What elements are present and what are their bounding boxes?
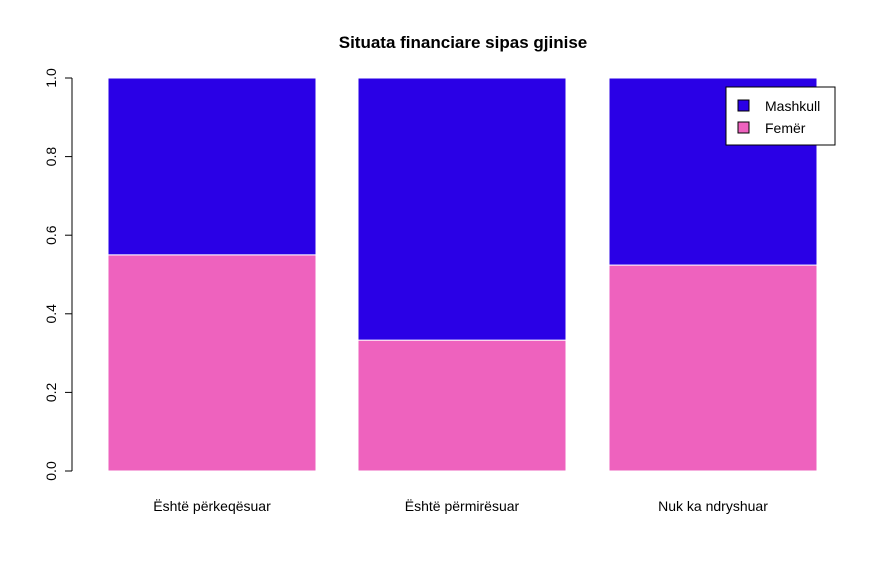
bar-segment-mashkull-0 (107, 77, 317, 256)
y-tick-label: 0.8 (43, 147, 59, 167)
category-label: Nuk ka ndryshuar (658, 498, 768, 514)
bar-segment-femr-0 (107, 254, 317, 472)
category-labels: Është përkeqësuar Është përmirësuar Nuk ka… (153, 498, 768, 514)
legend-box (725, 86, 836, 146)
legend-swatch-femer (737, 121, 750, 134)
y-tick-label: 0.4 (43, 304, 59, 324)
y-tick-label: 0.6 (43, 225, 59, 245)
y-tick-label: 1.0 (43, 68, 59, 88)
bars (107, 77, 818, 472)
legend-swatch-mashkull (737, 99, 750, 112)
chart-title: Situata financiare sipas gjinise (339, 33, 587, 52)
bar-segment-mashkull-1 (357, 77, 567, 341)
category-label: Është përkeqësuar (153, 498, 271, 514)
bar-segment-femr-1 (357, 339, 567, 472)
legend-label-mashkull: Mashkull (765, 98, 820, 114)
legend-label-femer: Femër (765, 120, 806, 136)
bar-segment-femr-2 (608, 264, 818, 472)
legend: Mashkull Femër (725, 86, 836, 146)
y-tick-label: 0.0 (43, 461, 59, 481)
category-label: Është përmirësuar (405, 498, 520, 514)
y-axis: 0.0 0.2 0.4 0.6 0.8 1.0 (43, 68, 73, 481)
y-tick-label: 0.2 (43, 382, 59, 402)
